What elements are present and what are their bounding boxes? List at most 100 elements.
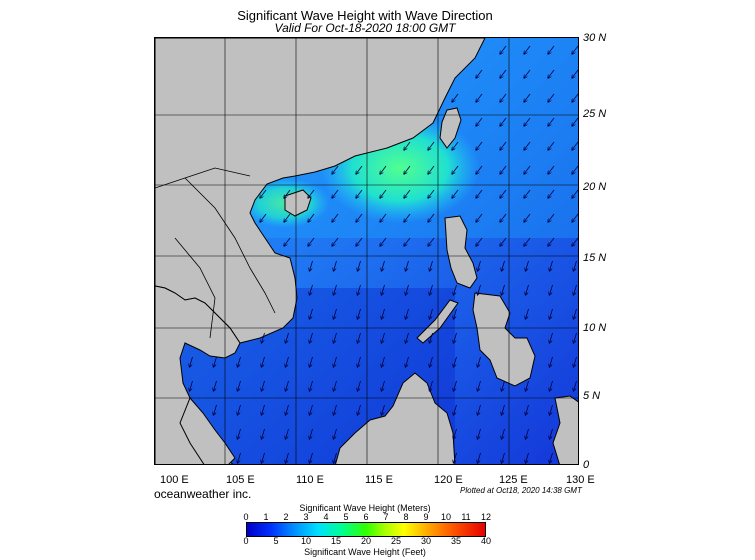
- wave-arrow: [500, 117, 507, 126]
- wave-arrow: [428, 165, 435, 174]
- wave-arrow: [500, 93, 507, 102]
- wave-direction-arrows: [190, 45, 578, 463]
- wave-arrow: [550, 428, 553, 439]
- wave-arrow: [334, 332, 337, 343]
- wave-arrow: [214, 356, 217, 367]
- wave-arrow: [334, 260, 337, 271]
- scale-title-feet: Significant Wave Height (Feet): [304, 547, 426, 557]
- wave-arrow: [548, 69, 555, 78]
- wave-arrow: [500, 165, 507, 174]
- wave-arrow: [572, 189, 578, 198]
- wave-arrow: [286, 380, 289, 391]
- wave-arrow: [524, 93, 531, 102]
- wave-arrow: [526, 404, 529, 415]
- wave-arrow: [526, 308, 529, 319]
- wave-arrow: [430, 332, 433, 343]
- wave-arrow: [574, 332, 577, 343]
- wave-arrow: [332, 165, 339, 174]
- wave-map-svg: [155, 38, 578, 464]
- meter-tick-label: 8: [403, 512, 409, 522]
- wave-arrow: [500, 45, 507, 54]
- wave-arrow: [356, 165, 363, 174]
- wave-arrow: [502, 260, 505, 271]
- meter-tick-label: 0: [243, 512, 249, 522]
- lon-label-110e: 110 E: [296, 474, 324, 486]
- wave-arrow: [358, 284, 361, 295]
- wave-arrow: [286, 332, 289, 343]
- hainan-island: [284, 189, 312, 217]
- wave-arrow: [502, 380, 505, 391]
- wave-arrow: [524, 237, 531, 246]
- wave-arrow: [548, 117, 555, 126]
- wave-arrow: [430, 308, 433, 319]
- wave-arrow: [334, 404, 337, 415]
- wave-arrow: [262, 404, 265, 415]
- wave-arrow: [524, 165, 531, 174]
- wave-arrow: [238, 380, 241, 391]
- wave-arrow: [262, 356, 265, 367]
- wave-arrow: [526, 428, 529, 439]
- wave-arrow: [332, 213, 339, 222]
- wave-arrow: [380, 165, 387, 174]
- wave-arrow: [310, 308, 313, 319]
- map-title: Significant Wave Height with Wave Direct…: [237, 8, 493, 23]
- wave-arrow: [358, 356, 361, 367]
- wave-arrow: [430, 380, 433, 391]
- wave-arrow: [380, 189, 387, 198]
- wave-arrow: [430, 260, 433, 271]
- wave-arrow: [476, 69, 483, 78]
- lat-lon-grid: [155, 38, 578, 464]
- wave-arrow: [382, 332, 385, 343]
- lon-label-100e: 100 E: [160, 474, 189, 486]
- wave-arrow: [452, 93, 459, 102]
- wave-arrow: [550, 284, 553, 295]
- wave-arrow: [356, 237, 363, 246]
- wave-arrow: [476, 117, 483, 126]
- lat-label-20n: 20 N: [583, 181, 607, 193]
- wave-arrow: [572, 237, 578, 246]
- meter-tick-label: 7: [383, 512, 389, 522]
- wave-arrow: [428, 189, 435, 198]
- wave-arrow: [526, 284, 529, 295]
- wave-arrow: [500, 189, 507, 198]
- wave-arrow: [574, 380, 577, 391]
- wave-arrow: [358, 380, 361, 391]
- wave-arrow: [356, 213, 363, 222]
- wave-arrow: [332, 237, 339, 246]
- wave-arrow: [310, 260, 313, 271]
- wave-arrow: [572, 141, 578, 150]
- wave-arrow: [548, 45, 555, 54]
- wave-arrow: [476, 165, 483, 174]
- wave-arrow: [550, 308, 553, 319]
- wave-arrow: [286, 428, 289, 439]
- wave-arrow: [214, 404, 217, 415]
- lon-label-120e: 120 E: [434, 474, 463, 486]
- wave-arrow: [286, 452, 289, 463]
- wave-arrow: [406, 332, 409, 343]
- wave-arrow: [310, 428, 313, 439]
- wave-arrow: [524, 189, 531, 198]
- wave-arrow: [308, 237, 315, 246]
- wave-arrow: [262, 452, 265, 463]
- wave-arrow: [502, 452, 505, 463]
- wave-arrow: [454, 308, 457, 319]
- wave-arrow: [310, 380, 313, 391]
- wave-arrow: [284, 213, 291, 222]
- wave-arrow: [428, 237, 435, 246]
- wave-arrow: [476, 189, 483, 198]
- wave-arrow: [574, 308, 577, 319]
- wave-arrow: [500, 141, 507, 150]
- wave-arrow: [334, 380, 337, 391]
- wave-arrow: [454, 428, 457, 439]
- meter-tick-label: 12: [480, 512, 491, 522]
- wave-arrow: [500, 237, 507, 246]
- meter-tick-label: 1: [263, 512, 269, 522]
- wave-arrow: [406, 356, 409, 367]
- feet-tick-label: 30: [420, 536, 431, 546]
- wave-arrow: [382, 380, 385, 391]
- wave-arrow: [334, 452, 337, 463]
- wave-arrow: [214, 380, 217, 391]
- wave-arrow: [548, 141, 555, 150]
- wave-arrow: [548, 93, 555, 102]
- lat-label-5n: 5 N: [583, 390, 601, 402]
